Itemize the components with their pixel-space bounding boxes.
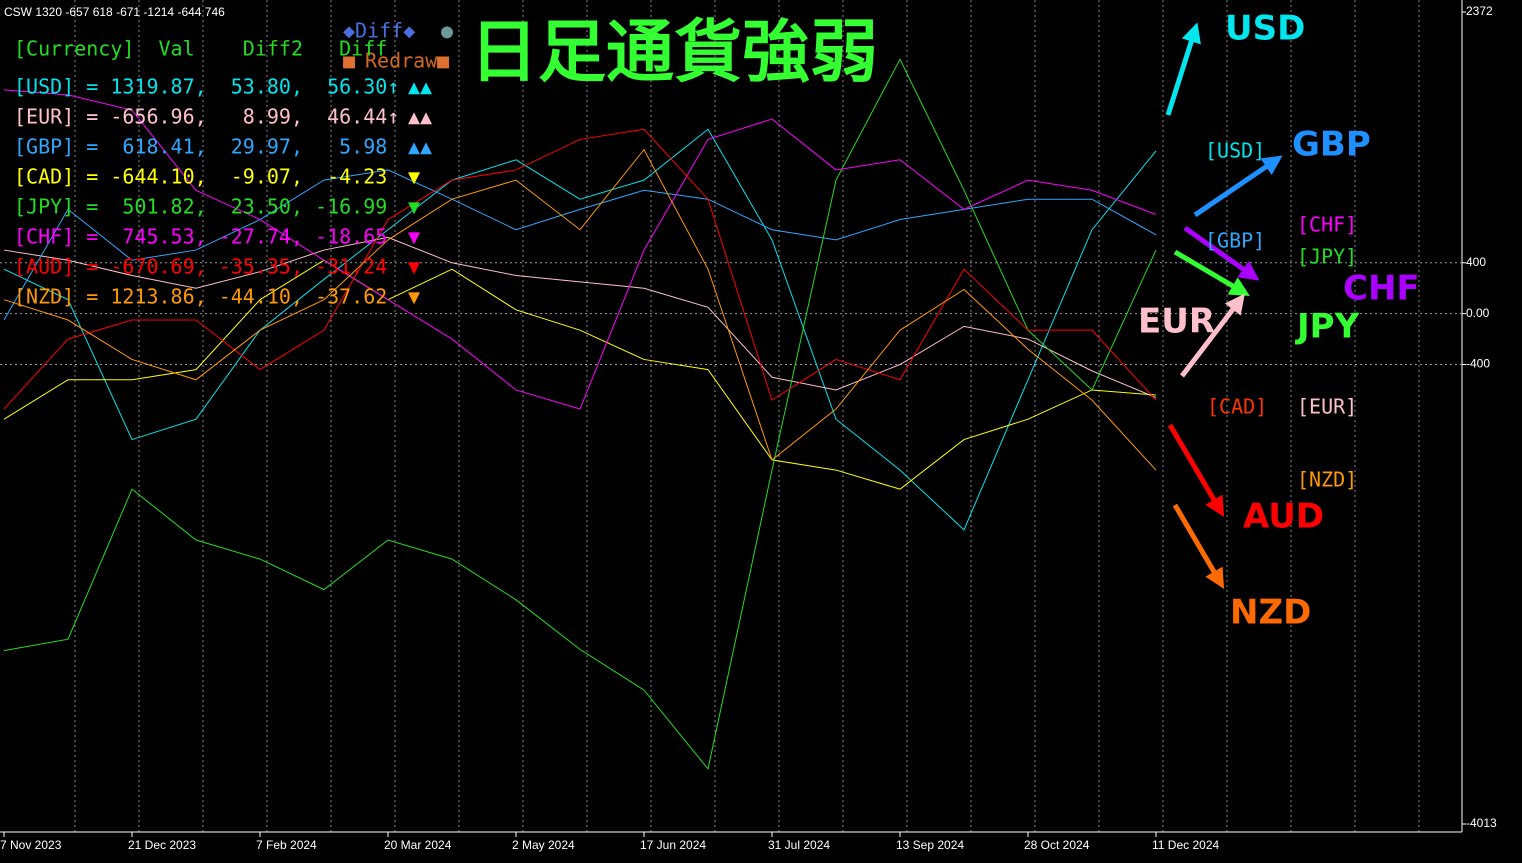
table-row: [CHF] = 745.53, -27.74, -18.65 bbox=[14, 225, 387, 249]
info: CSW 1320 -657 618 -671 -1214 -644 746 bbox=[4, 5, 225, 19]
table-row: [NZD] = 1213.86, -44.10, -37.62 bbox=[14, 285, 387, 309]
currency-label: JPY bbox=[1295, 307, 1360, 347]
x-tick-label: 31 Jul 2024 bbox=[768, 838, 830, 852]
arrow bbox=[1183, 225, 1260, 281]
currency-tag: [GBP] bbox=[1205, 229, 1265, 253]
dot-button[interactable]: ● bbox=[441, 19, 453, 43]
redraw-right: ■ bbox=[437, 49, 449, 73]
series-line bbox=[3, 128, 1157, 531]
y-tick-label: 400 bbox=[1466, 255, 1486, 269]
currency-label: CHF bbox=[1343, 269, 1420, 309]
table-signal: ▲▲ bbox=[408, 105, 432, 129]
table-signal: ▼ bbox=[408, 225, 420, 249]
x-tick-label: 28 Oct 2024 bbox=[1024, 838, 1090, 852]
table-row: [CAD] = -644.10, -9.07, -4.23 bbox=[14, 165, 387, 189]
table-signal: ▲▲ bbox=[408, 135, 432, 159]
series-line bbox=[3, 148, 1157, 471]
arrow bbox=[1173, 249, 1250, 297]
table: [USD] = 1319.87, 53.80, 56.30↑ ▲▲ [EUR] = … bbox=[14, 75, 432, 309]
diff-button[interactable]: ◆Diff◆ bbox=[343, 19, 415, 43]
x-tick-label: 2 May 2024 bbox=[512, 838, 575, 852]
currency-label: AUD bbox=[1243, 497, 1324, 537]
y-tick-label: 0.00 bbox=[1466, 306, 1490, 320]
series-line bbox=[3, 259, 1157, 490]
x-tick-label: 7 Nov 2023 bbox=[0, 838, 62, 852]
x-tick-label: 20 Mar 2024 bbox=[384, 838, 452, 852]
table-signal: ▼ bbox=[408, 255, 420, 279]
vertical-grid bbox=[74, 0, 1420, 832]
table-header: [Currency] Val Diff2 Diff bbox=[14, 37, 387, 61]
currency-tag: [CAD] bbox=[1207, 395, 1267, 419]
table-row: [EUR] = -656.96, 8.99, 46.44↑ bbox=[14, 105, 399, 129]
y-tick-label: -400 bbox=[1466, 357, 1490, 371]
arrow bbox=[1172, 503, 1225, 589]
x-tick-label: 11 Dec 2024 bbox=[1152, 838, 1219, 852]
arrows bbox=[1165, 22, 1283, 589]
currency-label: USD bbox=[1225, 9, 1305, 49]
table-signal: ▲▲ bbox=[408, 75, 432, 99]
redraw-left: ■ bbox=[343, 49, 355, 73]
y-tick-label: 2372 bbox=[1466, 4, 1493, 18]
plot bbox=[0, 58, 1462, 771]
currency-tag: [EUR] bbox=[1297, 395, 1357, 419]
x-tick-label: 21 Dec 2023 bbox=[128, 838, 196, 852]
table-signal: ▼ bbox=[408, 165, 420, 189]
currency-tag: [USD] bbox=[1205, 139, 1265, 163]
arrow bbox=[1165, 22, 1201, 116]
table-row: [AUD] = -670.69, -35.35, -31.24 bbox=[14, 255, 387, 279]
table-row: [JPY] = 501.82, 23.50, -16.99 bbox=[14, 195, 387, 219]
table-signal: ▼ bbox=[408, 195, 420, 219]
arrow bbox=[1193, 155, 1283, 218]
series-line bbox=[3, 58, 1157, 771]
x-tick-label: 17 Jun 2024 bbox=[640, 838, 706, 852]
arrow bbox=[1167, 423, 1225, 517]
table-row: [GBP] = 618.41, 29.97, 5.98 bbox=[14, 135, 387, 159]
currency-label: GBP bbox=[1292, 125, 1371, 165]
currency-label: NZD bbox=[1230, 593, 1311, 633]
table-signal: ▼ bbox=[408, 285, 420, 309]
x-tick-label: 13 Sep 2024 bbox=[896, 838, 964, 852]
table-row: [USD] = 1319.87, 53.80, 56.30↑ bbox=[14, 75, 399, 99]
x-tick-label: 7 Feb 2024 bbox=[256, 838, 317, 852]
series-line bbox=[3, 128, 1157, 410]
title: 日足通貨強弱 bbox=[470, 14, 878, 93]
currency-label: EUR bbox=[1138, 302, 1215, 342]
y-tick-label: -4013 bbox=[1466, 816, 1497, 830]
arrow bbox=[1180, 293, 1245, 378]
currency-tag: [JPY] bbox=[1297, 245, 1357, 269]
currency-tag: [NZD] bbox=[1297, 468, 1357, 492]
series-line bbox=[3, 89, 1157, 410]
currency-tag: [CHF] bbox=[1297, 213, 1357, 237]
series-line bbox=[3, 236, 1157, 399]
redraw-button[interactable]: Redraw bbox=[365, 49, 438, 73]
